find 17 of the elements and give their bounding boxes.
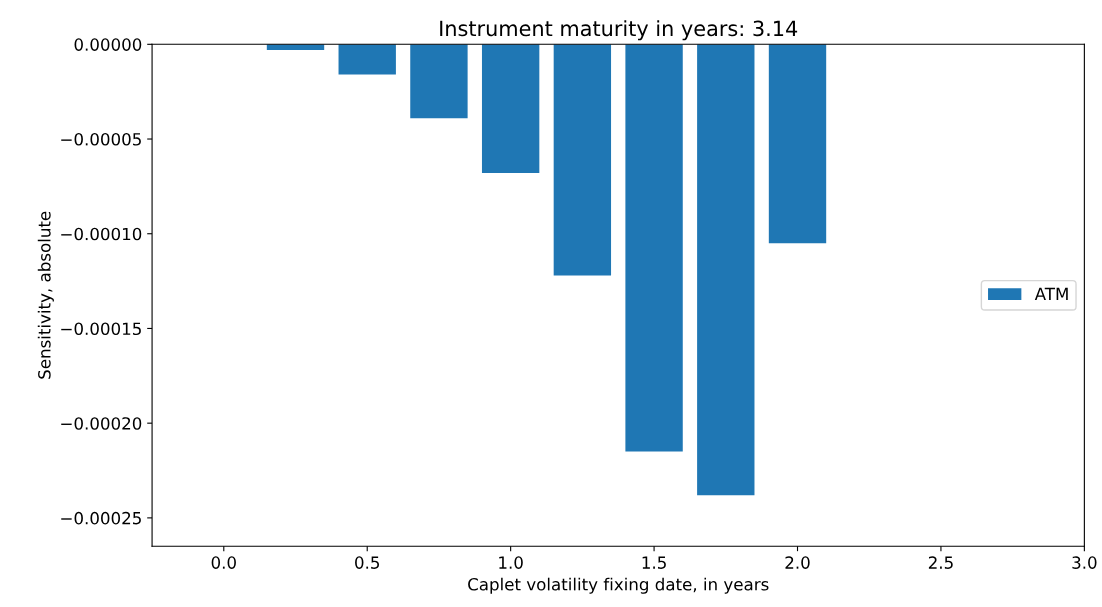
x-tick-label: 0.5 (355, 556, 380, 569)
y-tick-label: −0.00015 (61, 322, 141, 336)
y-tick-label: −0.00025 (61, 511, 141, 525)
y-tick-label: −0.00020 (61, 417, 142, 430)
y-tick-label: −0.00010 (61, 227, 142, 241)
x-tick-label: 0.0 (211, 556, 236, 569)
y-tick-label: −0.00005 (61, 132, 141, 146)
y-tick-label: 0.00000 (74, 38, 142, 51)
x-tick-label: 1.5 (642, 556, 666, 569)
y-axis-title: Sensitivity, absolute (37, 211, 54, 379)
x-tick-label: 3.0 (1072, 556, 1097, 569)
chart-title: Instrument maturity in years: 3.14 (440, 20, 798, 41)
x-tick-label: 2.5 (928, 556, 953, 569)
x-axis-title: Caplet volatility fixing date, in years (468, 577, 769, 594)
legend-label: ATM (1034, 287, 1068, 300)
x-tick-label: 1.0 (499, 556, 523, 569)
x-tick-label: 2.0 (785, 556, 810, 569)
